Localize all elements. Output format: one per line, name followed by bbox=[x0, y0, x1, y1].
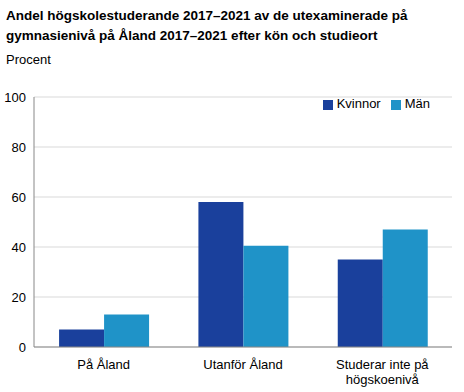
html-text:Andel högskolestuderande 2017–: Andel högskolestuderande 2017–2021 av de… bbox=[6, 8, 408, 43]
html-text:Män: Män bbox=[404, 96, 430, 111]
svg-text:0: 0 bbox=[19, 340, 26, 355]
svg-text:Studerar inte på: Studerar inte på bbox=[336, 357, 429, 372]
svg-text:20: 20 bbox=[12, 290, 26, 305]
svg-text:högskoenivå: högskoenivå bbox=[346, 372, 420, 387]
svg-text:40: 40 bbox=[12, 240, 26, 255]
html-text:Procent: Procent bbox=[6, 52, 51, 67]
svg-text:Utanför Åland: Utanför Åland bbox=[203, 357, 283, 372]
svg-text:80: 80 bbox=[12, 140, 26, 155]
html-text:Kvinnor: Kvinnor bbox=[336, 96, 381, 111]
svg-text:På Åland: På Åland bbox=[77, 357, 130, 372]
svg-text:60: 60 bbox=[12, 190, 26, 205]
svg-text:100: 100 bbox=[8, 90, 26, 105]
